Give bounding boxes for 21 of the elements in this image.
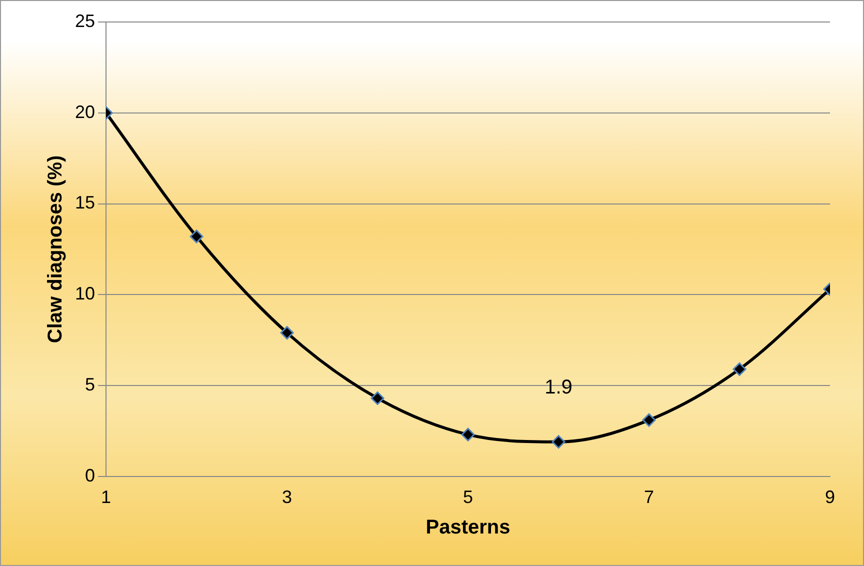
y-tick-label: 15	[74, 192, 96, 213]
y-tick-label: 5	[85, 374, 96, 394]
point	[370, 391, 384, 405]
point	[461, 428, 475, 442]
x-tick-label: 9	[824, 487, 836, 508]
y-tick-label: 25	[74, 10, 96, 31]
point	[280, 326, 294, 340]
point	[552, 435, 566, 449]
point	[732, 362, 746, 376]
point	[190, 230, 204, 244]
y-axis-title: Claw diagnoses (%)	[44, 155, 67, 344]
point	[642, 413, 656, 427]
x-tick-label: 1	[101, 487, 112, 508]
annotation: 1.9	[544, 376, 572, 398]
x-tick-label: 5	[463, 487, 474, 508]
x-axis-title: Pasterns	[426, 516, 510, 539]
x-tick-label: 7	[644, 487, 654, 508]
y-tick-label: 0	[85, 465, 96, 486]
y-tick-label: 20	[74, 102, 96, 122]
x-tick-label: 3	[282, 487, 292, 508]
y-tick-label: 10	[74, 284, 96, 304]
